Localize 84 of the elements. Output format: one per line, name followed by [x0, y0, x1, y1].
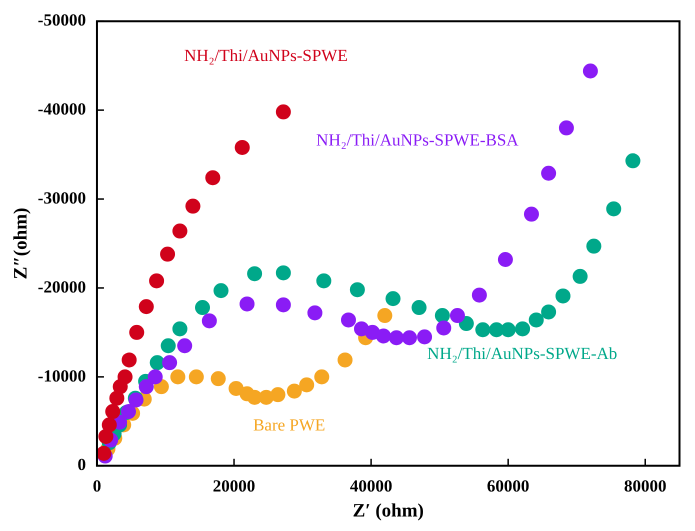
x-axis-title: Z′ (ohm)	[352, 500, 424, 522]
text: NH₂/Thi/AuNPs-SPWE	[184, 46, 348, 66]
point	[338, 352, 353, 368]
series-label: NH₂/Thi/AuNPs-SPWE-Ab	[427, 344, 618, 364]
point	[402, 330, 417, 346]
point	[388, 330, 404, 346]
y-tick-label: -20000	[38, 277, 86, 296]
x-tick-label: 0	[92, 476, 102, 496]
x-tick-label: 20000	[212, 476, 256, 496]
point	[247, 266, 262, 282]
point	[434, 308, 450, 324]
point	[541, 304, 556, 320]
point	[129, 324, 144, 340]
point	[299, 377, 314, 392]
point	[149, 273, 164, 288]
point	[172, 224, 188, 239]
point	[102, 417, 117, 432]
point	[188, 369, 204, 384]
point	[376, 328, 391, 344]
y-tick-label: -50000	[38, 10, 86, 30]
y-tick-label: -40000	[38, 100, 86, 119]
point	[498, 252, 513, 268]
point	[234, 140, 250, 155]
point	[417, 329, 432, 344]
y-tick-label: -30000	[38, 188, 86, 208]
point	[472, 288, 487, 303]
point	[515, 321, 530, 336]
point	[162, 355, 178, 370]
y-tick-label: 0	[77, 455, 86, 474]
point	[270, 387, 286, 402]
point	[316, 273, 332, 288]
point	[205, 170, 220, 186]
point	[122, 352, 137, 368]
point	[528, 312, 544, 328]
point	[160, 338, 176, 354]
point	[572, 268, 588, 284]
point	[582, 63, 598, 78]
y-axis-title: Z″(ohm)	[10, 208, 32, 280]
point	[386, 291, 401, 306]
point	[412, 300, 427, 316]
x-tick-label: 60000	[486, 476, 530, 496]
point	[475, 322, 490, 338]
point	[160, 246, 176, 262]
point	[172, 321, 188, 336]
point	[148, 369, 163, 384]
point	[276, 265, 291, 280]
y-tick-label: -10000	[38, 366, 86, 386]
point	[500, 322, 516, 338]
point	[150, 355, 165, 370]
point	[276, 104, 291, 120]
point	[214, 283, 229, 298]
series-label: Bare PWE	[253, 415, 326, 434]
point	[177, 338, 192, 354]
point	[276, 297, 291, 312]
point	[138, 379, 154, 394]
point	[541, 166, 556, 181]
point	[307, 305, 322, 320]
point	[450, 308, 465, 324]
x-tick-label: 80000	[624, 476, 666, 496]
point	[524, 206, 539, 222]
point	[240, 296, 255, 312]
point	[138, 299, 154, 314]
point	[210, 371, 226, 386]
point	[555, 288, 570, 304]
point	[228, 380, 244, 396]
point	[170, 369, 186, 384]
point	[340, 312, 356, 328]
point	[586, 238, 602, 254]
point	[118, 369, 133, 384]
point	[377, 308, 392, 324]
point	[458, 316, 474, 332]
point	[314, 369, 330, 384]
point	[105, 404, 120, 420]
series-label: NH₂/Thi/AuNPs-SPWE-BSA	[316, 130, 520, 150]
point	[286, 384, 302, 399]
x-tick-label: 40000	[350, 476, 392, 496]
point	[185, 198, 200, 214]
point	[558, 120, 574, 136]
point	[350, 282, 365, 298]
point	[202, 313, 217, 328]
point	[436, 320, 452, 336]
point	[606, 201, 622, 216]
point	[195, 300, 210, 316]
point	[625, 153, 640, 168]
